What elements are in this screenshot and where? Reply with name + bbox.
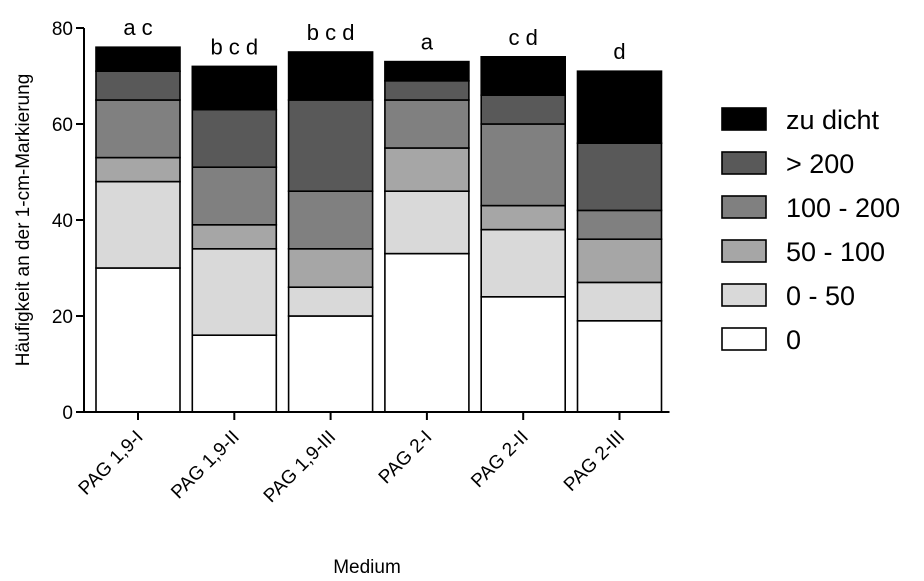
legend-label: 0 <box>786 325 801 355</box>
x-tick-label: PAG 1,9-I <box>75 427 148 500</box>
significance-label: d <box>613 39 625 64</box>
bar-segment <box>384 190 470 255</box>
bar-segment <box>384 99 470 149</box>
significance-label: a <box>421 30 434 55</box>
significance-label: a c <box>123 15 152 40</box>
bar-segment <box>191 166 278 226</box>
bar-segment <box>480 204 567 231</box>
legend-label: 100 - 200 <box>786 193 900 223</box>
y-axis-title: Häufigkeit an der 1-cm-Markierung <box>13 74 34 367</box>
axes <box>83 28 670 413</box>
bar-segment <box>576 319 663 413</box>
significance-label: b c d <box>307 20 355 45</box>
bar-segment <box>480 94 567 125</box>
x-tick-label: PAG 2-II <box>467 427 532 492</box>
bar-segment <box>287 51 374 101</box>
legend-swatch <box>721 151 767 175</box>
bar-segment <box>95 180 181 269</box>
bar-segment <box>191 108 278 168</box>
y-tick-label: 0 <box>62 403 73 424</box>
legend-swatch <box>721 195 767 219</box>
legend-swatch <box>721 239 767 263</box>
bar-segment <box>384 147 470 193</box>
y-tick-label: 60 <box>52 115 73 136</box>
legend-swatch <box>721 327 767 351</box>
legend-label: 50 - 100 <box>786 237 885 267</box>
bar-segment <box>95 46 181 73</box>
bar-segment <box>287 248 374 289</box>
legend-swatch <box>721 283 767 307</box>
significance-label: b c d <box>210 34 258 59</box>
legend: zu dicht > 200 100 - 200 50 - 100 0 - 50 0 <box>721 105 900 355</box>
bar-segment <box>480 228 567 298</box>
bar-segment <box>287 286 374 317</box>
bar-segment <box>576 238 663 284</box>
legend-label: zu dicht <box>786 105 880 135</box>
bar-segment <box>480 123 567 207</box>
x-tick-label: PAG 1,9-III <box>260 427 340 507</box>
bar-segment <box>480 55 567 97</box>
bar-segment <box>576 209 663 240</box>
bar-segment <box>95 70 181 101</box>
bar-segment <box>191 248 278 337</box>
bar-segment <box>287 190 374 250</box>
bar-segment <box>287 99 374 192</box>
bar-segment <box>95 267 181 413</box>
bar-segment <box>384 252 470 413</box>
y-tick-label: 80 <box>52 19 73 40</box>
y-tick-label: 40 <box>52 211 73 232</box>
bar-segment <box>287 315 374 413</box>
bar-segment <box>95 99 181 159</box>
bar-segment <box>191 65 278 111</box>
significance-label: c d <box>509 25 538 50</box>
legend-label: 0 - 50 <box>786 281 855 311</box>
x-axis-title: Medium <box>333 557 401 578</box>
bar-segment <box>95 156 181 183</box>
y-tick-label: 20 <box>52 307 73 328</box>
bar-segment <box>576 70 663 144</box>
x-tick-label: PAG 2-III <box>560 427 629 496</box>
plot-area: 0 20 40 60 80 PAG 1,9-I a c PAG 1,9-II b c d PAG … <box>52 15 663 507</box>
x-tick-label: PAG 1,9-II <box>167 427 244 504</box>
bar-segment <box>384 80 470 101</box>
bar-segment <box>191 334 278 413</box>
legend-label: > 200 <box>786 149 854 179</box>
bar-segment <box>384 60 470 82</box>
bar-segment <box>191 224 278 250</box>
legend-swatch <box>721 107 767 131</box>
bar-segment <box>576 281 663 322</box>
x-tick-label: PAG 2-I <box>375 427 437 489</box>
bar-segment <box>480 295 567 413</box>
bar-segment <box>576 142 663 212</box>
